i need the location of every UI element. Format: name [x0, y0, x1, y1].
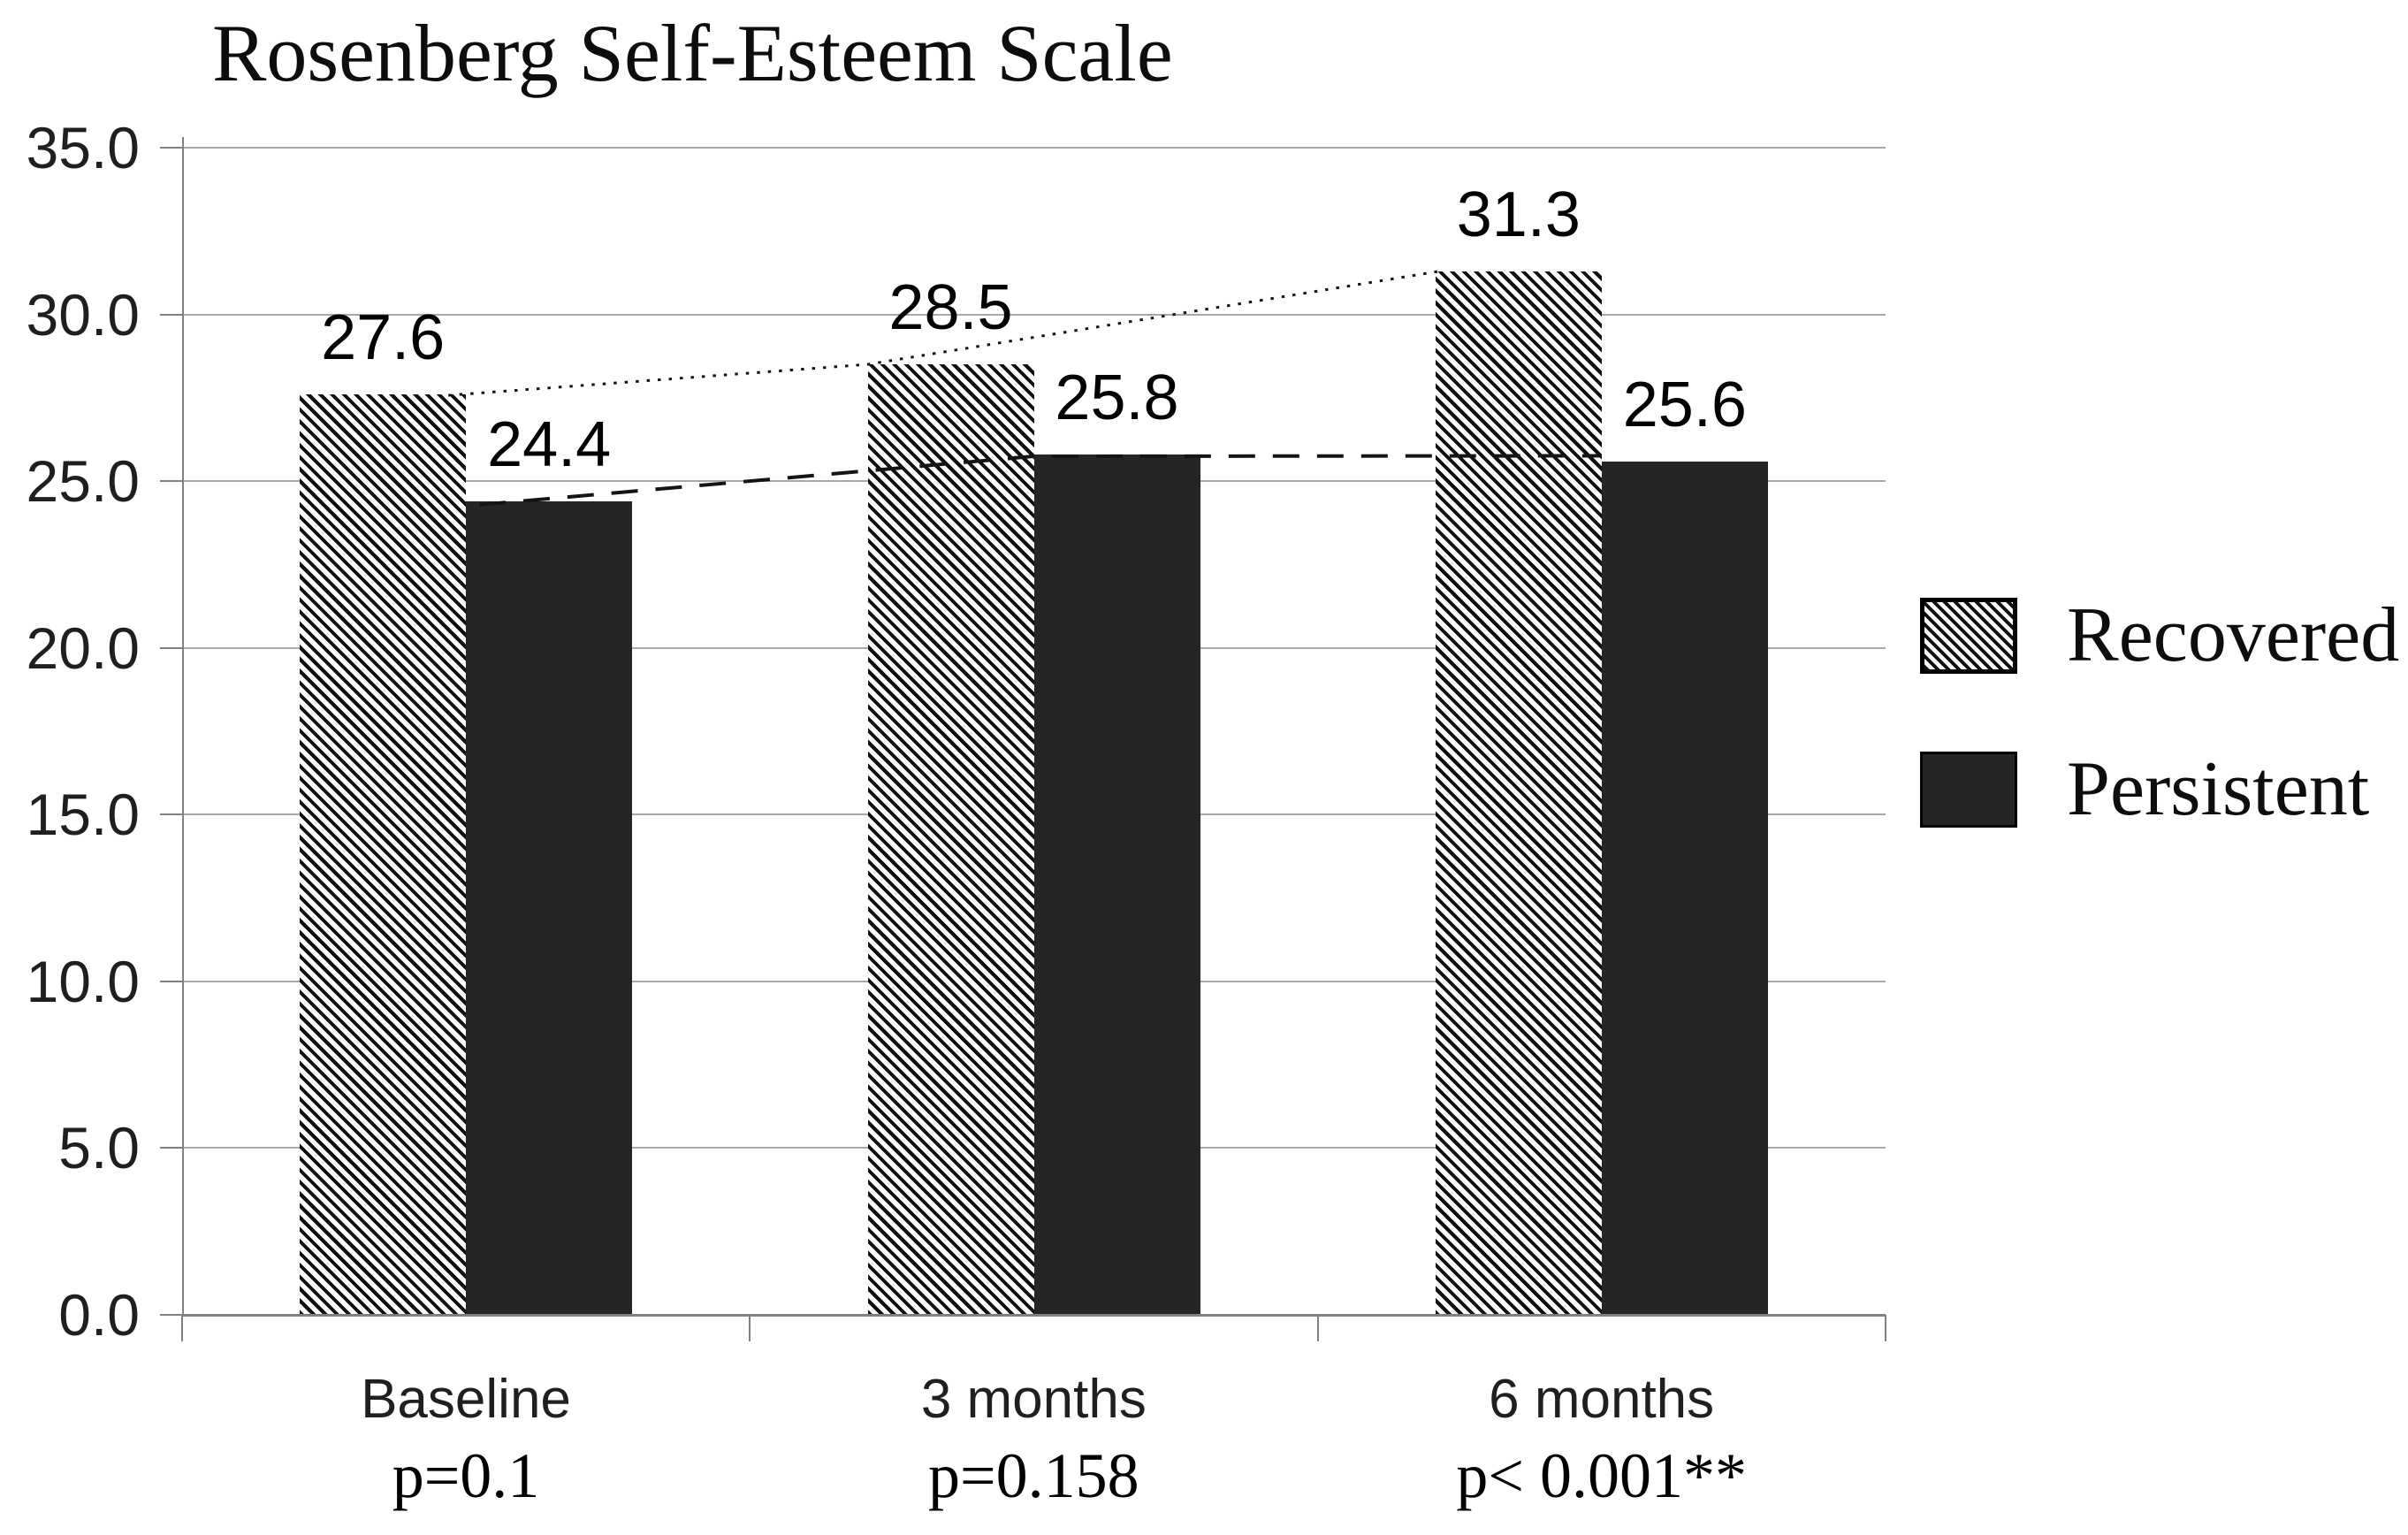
gridline	[182, 147, 1886, 149]
bar-value-label: 31.3	[1456, 179, 1581, 250]
y-axis-tick	[160, 980, 182, 982]
p-value-label: p=0.158	[928, 1440, 1139, 1511]
y-axis-label: 35.0	[26, 115, 140, 180]
bar-persistent-3-months	[1033, 454, 1200, 1315]
bar-value-label: 28.5	[888, 272, 1013, 344]
gridline	[182, 313, 1886, 316]
bar-value-label: 25.8	[1055, 362, 1179, 433]
legend-swatch-recovered	[1920, 598, 2017, 674]
y-axis-tick	[160, 147, 182, 149]
bar-persistent-baseline	[466, 500, 633, 1315]
bar-persistent-6-months	[1601, 461, 1768, 1315]
y-axis-label: 5.0	[58, 1115, 140, 1181]
x-axis-boundary-tick	[181, 1315, 183, 1341]
bar-value-label: 25.6	[1622, 369, 1747, 440]
y-axis-tick	[160, 480, 182, 483]
legend-item-recovered: Recovered	[1920, 594, 2399, 677]
y-axis-label: 20.0	[26, 615, 140, 681]
y-axis-label: 15.0	[26, 782, 140, 848]
x-axis-boundary-tick	[1316, 1315, 1319, 1341]
x-category-label: Baseline	[361, 1369, 571, 1430]
y-axis-line	[182, 137, 184, 1315]
recovered-trend-line	[448, 270, 1442, 397]
bar-recovered-3-months	[867, 364, 1034, 1315]
bar-recovered-6-months	[1435, 271, 1602, 1315]
y-axis-label: 0.0	[58, 1282, 140, 1348]
y-axis-label: 10.0	[26, 948, 140, 1014]
y-axis-tick	[160, 646, 182, 649]
x-axis-boundary-tick	[749, 1315, 751, 1341]
p-value-label: p=0.1	[392, 1440, 540, 1511]
bar-recovered-baseline	[300, 394, 467, 1315]
legend-swatch-persistent	[1920, 752, 2017, 828]
x-category-label: 3 months	[920, 1369, 1147, 1430]
legend-label: Persistent	[2067, 746, 2370, 832]
bar-value-label: 24.4	[487, 409, 612, 480]
bar-value-label: 27.6	[321, 302, 446, 374]
y-axis-label: 25.0	[26, 448, 140, 515]
y-axis-tick	[160, 1314, 182, 1316]
y-axis-label: 30.0	[26, 281, 140, 347]
y-axis-tick	[160, 813, 182, 816]
chart-title: Rosenberg Self-Esteem Scale	[212, 8, 1173, 98]
x-axis-boundary-tick	[1885, 1315, 1886, 1341]
persistent-trend-line	[479, 454, 1600, 507]
p-value-label: p< 0.001**	[1456, 1440, 1747, 1511]
y-axis-tick	[160, 1147, 182, 1149]
legend-label: Recovered	[2067, 592, 2400, 678]
x-axis-line	[182, 1314, 1886, 1317]
legend-item-persistent: Persistent	[1920, 748, 2369, 831]
x-category-label: 6 months	[1489, 1369, 1715, 1430]
y-axis-tick	[160, 313, 182, 316]
